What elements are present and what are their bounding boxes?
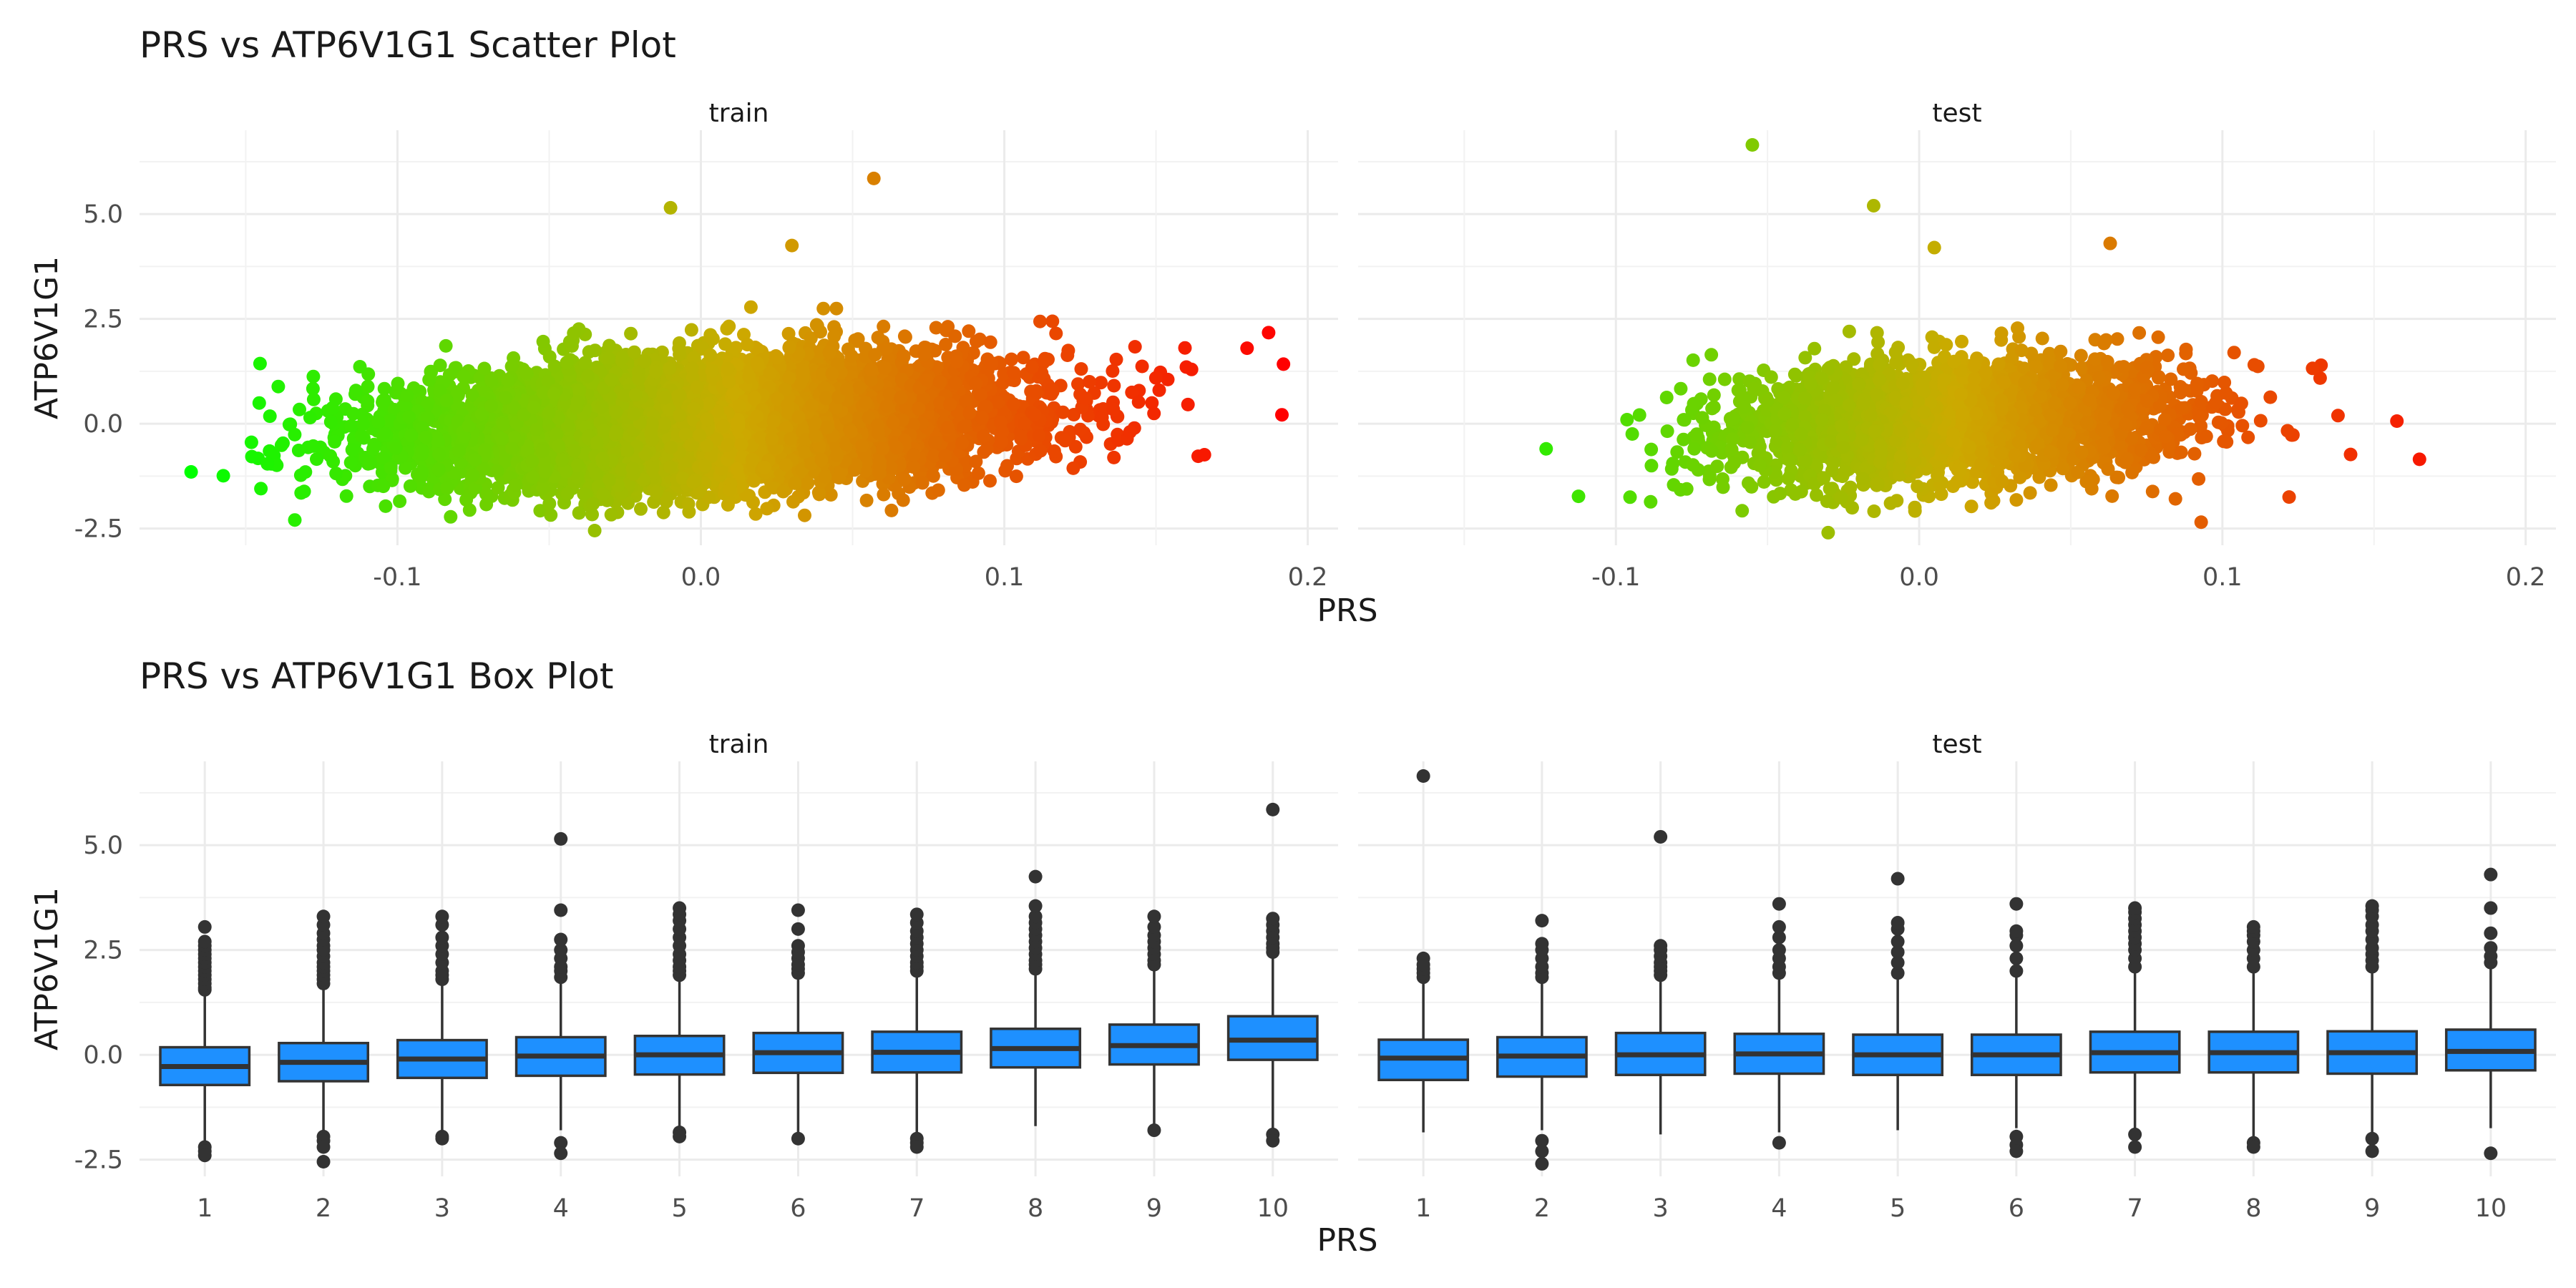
scatter-point [391, 376, 405, 391]
scatter-point [1107, 450, 1121, 464]
scatter-point [748, 507, 763, 521]
scatter-point [329, 467, 343, 481]
scatter-point [444, 509, 458, 524]
scatter-point [245, 449, 259, 464]
scatter-point [244, 435, 258, 449]
scatter-point [1109, 352, 1123, 366]
scatter-point [1147, 406, 1161, 421]
scatter-title: PRS vs ATP6V1G1 Scatter Plot [140, 24, 676, 66]
scatter-point [897, 472, 912, 487]
scatter-point [1045, 314, 1060, 328]
scatter-point [884, 503, 899, 517]
scatter-point [1029, 386, 1043, 400]
scatter-point [681, 497, 696, 511]
scatter-x-tick-label: 0.2 [1288, 563, 1328, 592]
scatter-point [1005, 352, 1018, 366]
scatter-point [722, 319, 736, 333]
scatter-point [1197, 448, 1211, 462]
scatter-x-tick-label: 0.0 [681, 563, 721, 592]
scatter-x-tick-label: 0.1 [985, 563, 1025, 592]
scatter-point [1275, 408, 1289, 422]
scatter-point [439, 338, 453, 353]
scatter-point [859, 493, 874, 507]
scatter-x-tick-label: -0.1 [373, 563, 421, 592]
scatter-point [816, 301, 831, 316]
scatter-point [672, 341, 686, 356]
scatter-point [931, 483, 945, 497]
scatter-point [353, 360, 367, 374]
scatter-point [1049, 326, 1063, 341]
scatter-point [743, 300, 758, 314]
scatter-point [877, 487, 891, 502]
scatter-point [252, 396, 266, 410]
scatter-point [361, 394, 375, 408]
scatter-point [344, 419, 358, 433]
scatter-point [1161, 372, 1175, 386]
scatter-point [271, 379, 286, 394]
scatter-point [1033, 314, 1047, 328]
scatter-point [1181, 397, 1195, 411]
scatter-point [306, 369, 321, 384]
scatter-point [602, 338, 616, 353]
scatter-point [1131, 395, 1146, 409]
scatter-points-train [184, 171, 1291, 537]
scatter-point [393, 494, 407, 508]
scatter-point [980, 442, 994, 457]
scatter-point [533, 504, 547, 518]
scatter-panel-train: train -0.1 0.0 0.1 0.2 [140, 99, 1338, 592]
scatter-point [1128, 340, 1142, 354]
scatter-point [983, 474, 997, 488]
scatter-point [377, 381, 391, 396]
facet-strip-label: train [709, 99, 769, 128]
scatter-point [1073, 422, 1088, 436]
scatter-point [656, 505, 670, 519]
